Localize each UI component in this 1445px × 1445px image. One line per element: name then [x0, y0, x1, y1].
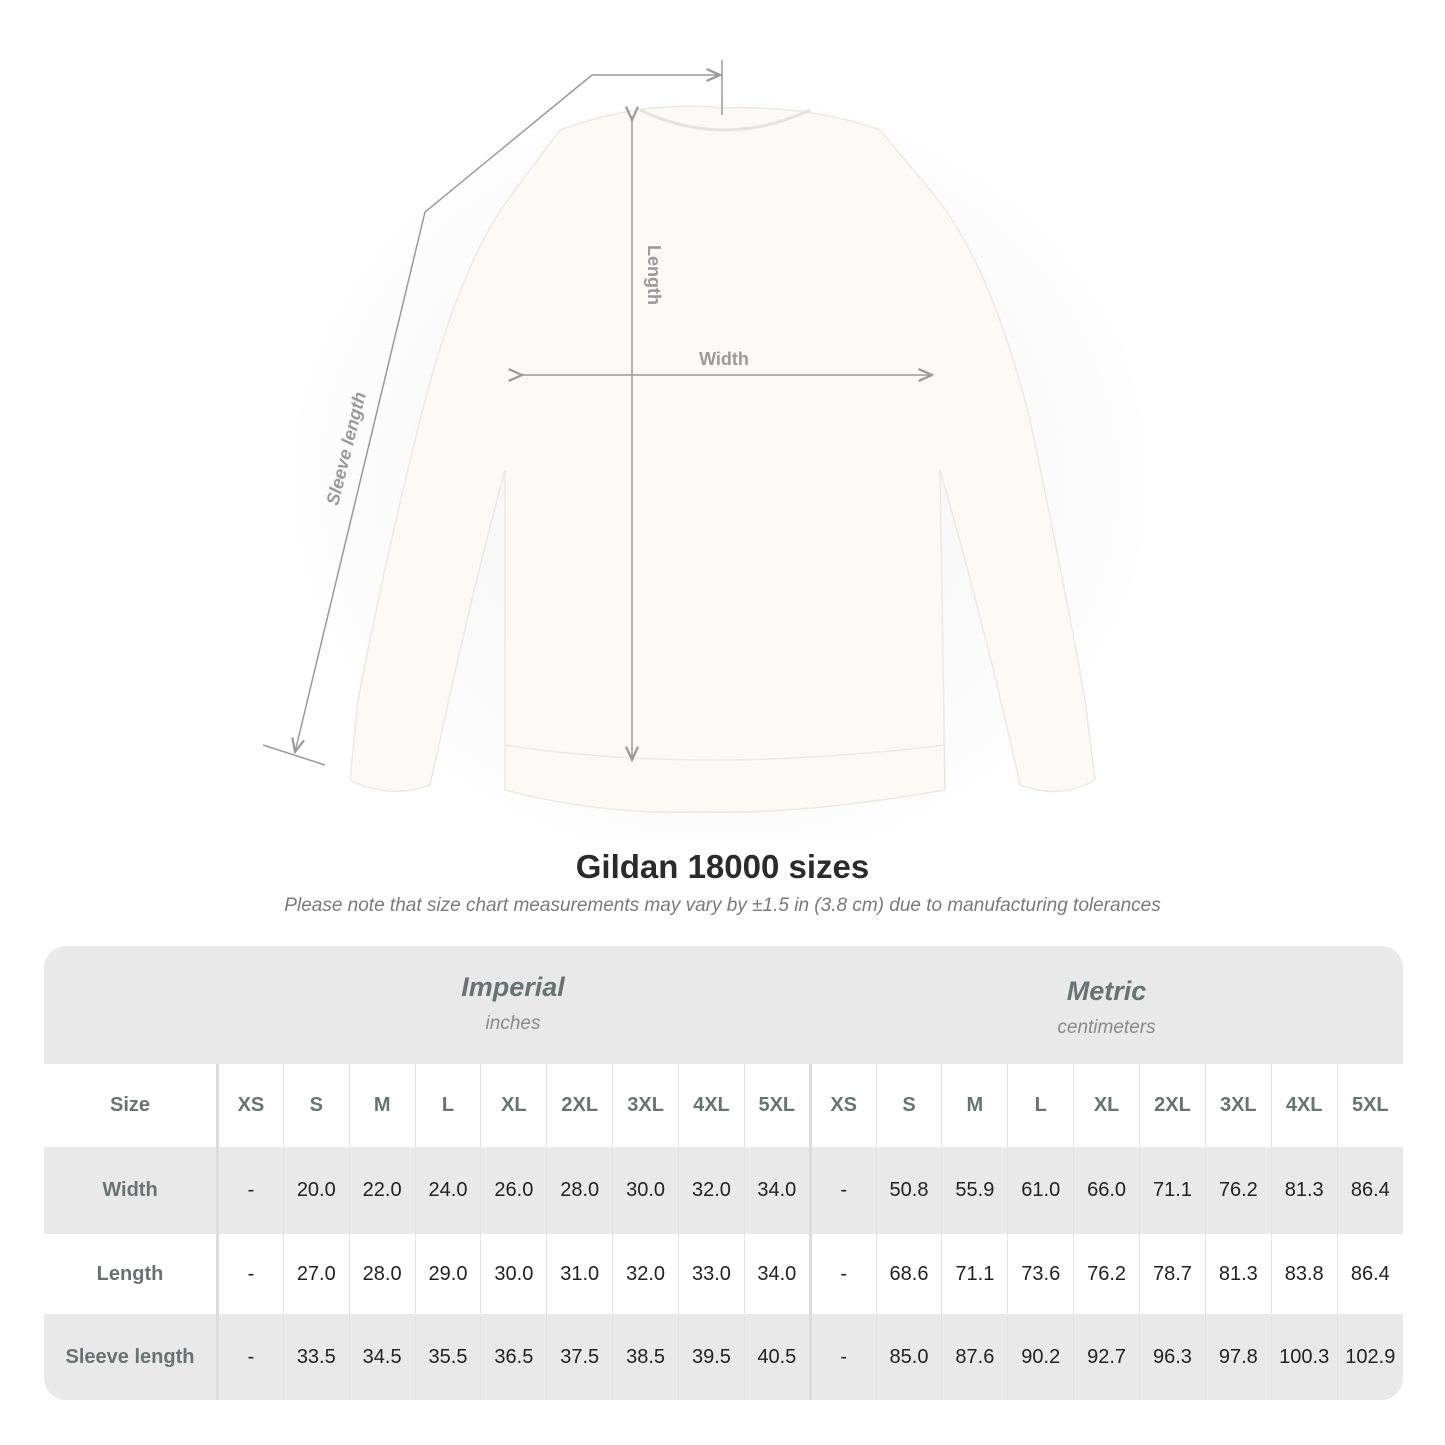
imperial-cell: 34.0	[743, 1147, 811, 1234]
imperial-cell: 34.5	[348, 1314, 416, 1400]
metric-cell: 73.6	[1007, 1234, 1074, 1314]
imperial-cell: 26.0	[480, 1147, 547, 1234]
imperial-size-2xl: 2XL	[546, 1064, 613, 1147]
imperial-cell: 34.0	[743, 1234, 811, 1314]
imperial-cell: 37.5	[546, 1314, 613, 1400]
measurement-lines	[262, 60, 932, 766]
metric-cell: 96.3	[1139, 1314, 1206, 1400]
metric-cell: 76.2	[1073, 1234, 1140, 1314]
metric-cell: 102.9	[1336, 1314, 1403, 1400]
metric-cell: 66.0	[1073, 1147, 1140, 1234]
row-label: Width	[44, 1147, 219, 1234]
metric-cell: 61.0	[1007, 1147, 1074, 1234]
metric-header: Metric centimeters	[810, 946, 1403, 1064]
imperial-cell: 28.0	[348, 1234, 416, 1314]
metric-cell: 81.3	[1270, 1147, 1338, 1234]
imperial-cell: 33.0	[678, 1234, 745, 1314]
sweatshirt-image	[349, 105, 1096, 814]
metric-title: Metric	[1066, 976, 1147, 1006]
imperial-cell: 31.0	[546, 1234, 613, 1314]
metric-cell: 71.1	[1139, 1147, 1206, 1234]
metric-size-2xl: 2XL	[1139, 1064, 1206, 1147]
metric-cell: 55.9	[941, 1147, 1008, 1234]
table-row: Sleeve length -33.5 34.5 35.5 36.5 37.5 38.5 39…	[44, 1314, 1403, 1400]
imperial-cell: 36.5	[480, 1314, 547, 1400]
metric-cell: 85.0	[875, 1314, 942, 1400]
metric-cell: 71.1	[941, 1234, 1008, 1314]
metric-size-m: M	[941, 1064, 1008, 1147]
imperial-cell: 29.0	[414, 1234, 481, 1314]
sleeve-bottom-tick	[262, 744, 326, 766]
imperial-cell: 28.0	[546, 1147, 613, 1234]
row-label: Length	[44, 1234, 219, 1314]
imperial-cell: 27.0	[282, 1234, 350, 1314]
imperial-cell: 39.5	[678, 1314, 745, 1400]
metric-cell: -	[808, 1314, 877, 1400]
tolerance-note: Please note that size chart measurements…	[284, 895, 1161, 916]
width-label: Width	[699, 349, 749, 369]
metric-size-l: L	[1007, 1064, 1074, 1147]
imperial-title: Imperial	[461, 972, 565, 1002]
imperial-cell: 30.0	[480, 1234, 547, 1314]
size-header-row: Size XS S M L XL 2XL 3XL 4XL 5XL XS S M L XL 2XL 3XL 4XL 5…	[44, 1064, 1403, 1147]
metric-cell: 100.3	[1270, 1314, 1338, 1400]
imperial-cell: 30.0	[612, 1147, 679, 1234]
size-table-container: Imperial inches Metric centimeters Size X…	[44, 946, 1403, 1400]
metric-cell: 86.4	[1336, 1234, 1403, 1314]
metric-size-s: S	[875, 1064, 942, 1147]
imperial-size-4xl: 4XL	[678, 1064, 745, 1147]
metric-cell: 97.8	[1204, 1314, 1272, 1400]
sweatshirt-diagram: Length Width Sleeve length	[262, 40, 1170, 840]
metric-cell: 68.6	[875, 1234, 942, 1314]
metric-cell: -	[808, 1234, 877, 1314]
imperial-size-l: L	[414, 1064, 481, 1147]
imperial-cell: -	[217, 1147, 284, 1234]
imperial-cell: 32.0	[678, 1147, 745, 1234]
imperial-cell: -	[217, 1314, 284, 1400]
imperial-size-3xl: 3XL	[612, 1064, 679, 1147]
table-row: Width -20.0 22.0 24.0 26.0 28.0 30.0 32.0 34.0-5…	[44, 1147, 1403, 1234]
length-label: Length	[644, 245, 664, 305]
imperial-cell: 32.0	[612, 1234, 679, 1314]
metric-cell: 50.8	[875, 1147, 942, 1234]
metric-cell: 90.2	[1007, 1314, 1074, 1400]
row-label: Sleeve length	[44, 1314, 219, 1400]
imperial-header: Imperial inches	[216, 946, 810, 1064]
chart-title: Gildan 18000 sizes	[575, 848, 870, 885]
imperial-cell: -	[217, 1234, 284, 1314]
size-table: Size XS S M L XL 2XL 3XL 4XL 5XL XS S M L XL 2XL 3XL 4XL 5…	[44, 1064, 1403, 1400]
metric-size-xs: XS	[808, 1064, 877, 1147]
imperial-cell: 38.5	[612, 1314, 679, 1400]
imperial-cell: 22.0	[348, 1147, 416, 1234]
imperial-cell: 40.5	[743, 1314, 811, 1400]
imperial-unit: inches	[485, 1013, 541, 1034]
metric-size-xl: XL	[1073, 1064, 1140, 1147]
metric-cell: 87.6	[941, 1314, 1008, 1400]
metric-unit: centimeters	[1057, 1017, 1156, 1038]
imperial-cell: 20.0	[282, 1147, 350, 1234]
imperial-size-xs: XS	[217, 1064, 284, 1147]
metric-cell: 86.4	[1336, 1147, 1403, 1234]
metric-cell: 78.7	[1139, 1234, 1206, 1314]
metric-cell: 92.7	[1073, 1314, 1140, 1400]
imperial-size-s: S	[282, 1064, 350, 1147]
imperial-size-m: M	[348, 1064, 416, 1147]
imperial-size-xl: XL	[480, 1064, 547, 1147]
metric-cell: 76.2	[1204, 1147, 1272, 1234]
metric-cell: 81.3	[1204, 1234, 1272, 1314]
sleeve-arrow	[295, 74, 593, 752]
metric-cell: 83.8	[1270, 1234, 1338, 1314]
size-header-label: Size	[44, 1064, 219, 1147]
imperial-cell: 24.0	[414, 1147, 481, 1234]
imperial-size-5xl: 5XL	[743, 1064, 811, 1147]
imperial-cell: 33.5	[282, 1314, 350, 1400]
imperial-cell: 35.5	[414, 1314, 481, 1400]
metric-size-4xl: 4XL	[1270, 1064, 1338, 1147]
metric-size-3xl: 3XL	[1204, 1064, 1272, 1147]
metric-size-5xl: 5XL	[1336, 1064, 1403, 1147]
table-row: Length -27.0 28.0 29.0 30.0 31.0 32.0 33.0 34.0-…	[44, 1234, 1403, 1314]
metric-cell: -	[808, 1147, 877, 1234]
